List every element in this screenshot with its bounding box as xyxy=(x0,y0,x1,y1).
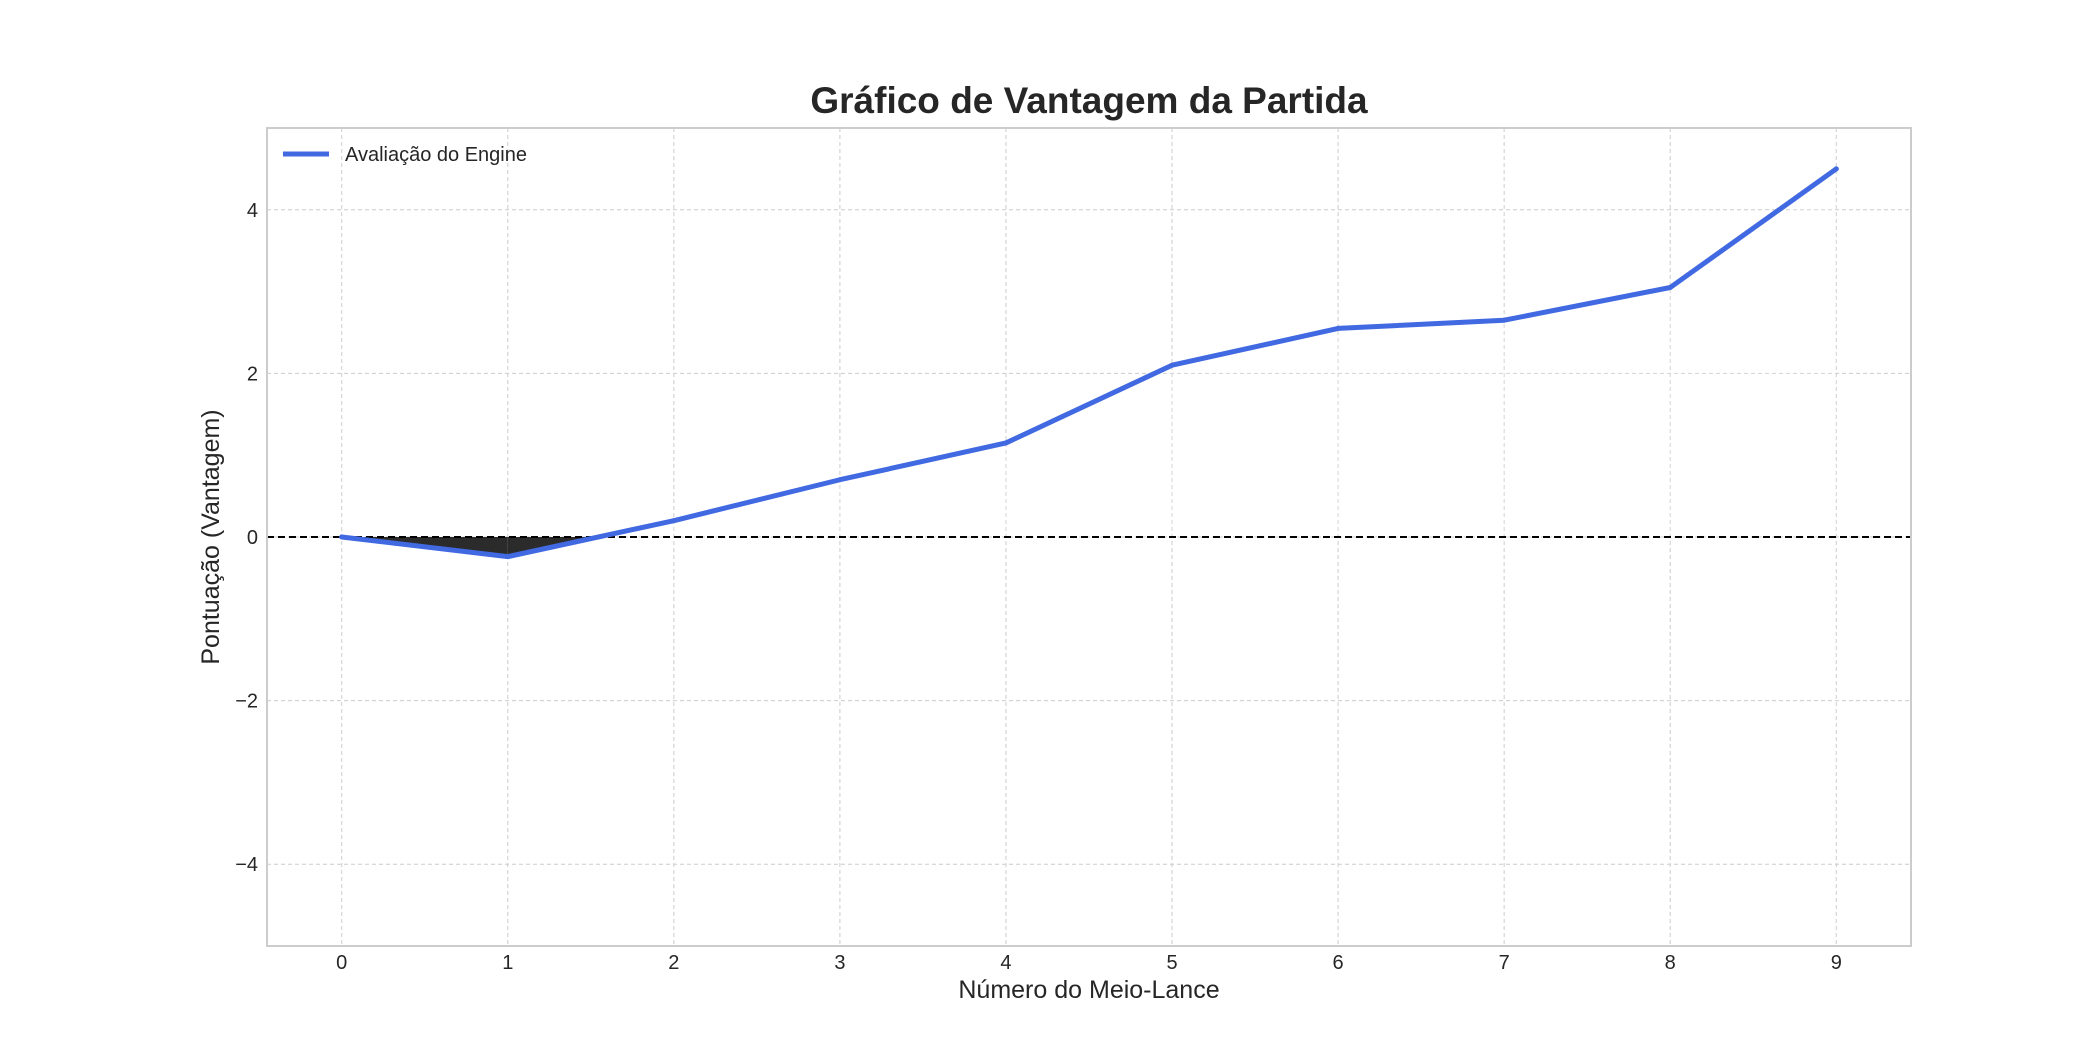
series-point-7 xyxy=(1501,317,1507,323)
x-tick-label-2: 2 xyxy=(668,952,679,974)
x-tick-label-9: 9 xyxy=(1831,952,1842,974)
fill-above-segment-8 xyxy=(1504,287,1671,537)
legend: Avaliação do Engine xyxy=(283,144,527,166)
series-point-9 xyxy=(1833,166,1839,172)
fill-above-segment-4 xyxy=(839,442,1006,537)
advantage-fill xyxy=(341,168,1837,557)
y-tick-label-0: 4 xyxy=(247,200,258,222)
x-tick-label-0: 0 xyxy=(336,952,347,974)
fill-above-segment-5 xyxy=(1005,365,1173,537)
x-tick-label-5: 5 xyxy=(1166,952,1177,974)
y-tick-label-2: 0 xyxy=(247,527,258,549)
plot-frame xyxy=(266,127,1912,947)
chart-title: Gráfico de Vantagem da Partida xyxy=(810,80,1368,121)
x-tick-label-6: 6 xyxy=(1333,952,1344,974)
series-point-2 xyxy=(671,518,677,524)
x-tick-label-4: 4 xyxy=(1000,952,1011,974)
fill-above-segment-6 xyxy=(1172,328,1339,537)
fill-above-segment-3 xyxy=(673,479,840,537)
y-tick-label-4: −4 xyxy=(235,854,258,876)
series-point-0 xyxy=(339,534,345,540)
series-layer xyxy=(339,166,1839,560)
y-tick-labels: 4 2 0 −2 −4 xyxy=(235,200,258,876)
x-axis-label: Número do Meio-Lance xyxy=(958,976,1219,1004)
fill-above-segment-9 xyxy=(1670,168,1837,537)
fill-above-segment-7 xyxy=(1338,320,1505,537)
y-tick-label-1: 2 xyxy=(247,363,258,385)
series-point-4 xyxy=(1003,440,1009,446)
series-point-1 xyxy=(505,554,511,560)
x-tick-label-3: 3 xyxy=(834,952,845,974)
y-tick-label-3: −2 xyxy=(235,691,258,713)
x-tick-labels: 0 1 2 3 4 5 6 7 8 9 xyxy=(336,952,1842,974)
series-line-0 xyxy=(339,166,1839,560)
x-tick-label-1: 1 xyxy=(502,952,513,974)
series-point-3 xyxy=(837,477,843,483)
y-axis-label: Pontuação (Vantagem) xyxy=(197,409,225,664)
x-tick-label-8: 8 xyxy=(1665,952,1676,974)
series-point-6 xyxy=(1335,325,1341,331)
series-point-5 xyxy=(1169,362,1175,368)
series-point-8 xyxy=(1667,285,1673,291)
x-tick-label-7: 7 xyxy=(1499,952,1510,974)
legend-label-engine: Avaliação do Engine xyxy=(345,144,527,166)
